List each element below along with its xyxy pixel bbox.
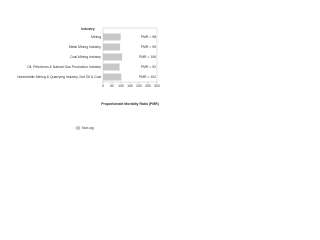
value-label: PMR = 95 (141, 45, 156, 49)
x-tick-label: 50 (110, 84, 114, 88)
category-header: Industry (81, 27, 94, 31)
value-label: PMR = 102 (139, 75, 156, 79)
bar (103, 53, 123, 61)
x-tick-label: 250 (145, 84, 151, 88)
x-tick-label: 300 (154, 84, 160, 88)
value-label: PMR = 92 (141, 65, 156, 69)
x-axis-label: Proportionate Mortality Ratio (PMR) (101, 102, 158, 106)
y-tick-label: Metal Mining Industry (69, 45, 102, 49)
y-tick-label: Nonmetallic Mining & Quarrying Industry,… (17, 75, 101, 79)
y-tick-label: Mining (91, 35, 101, 39)
legend-swatch (75, 126, 81, 130)
value-label: PMR = 106 (139, 55, 156, 59)
legend-label: Non-sig (82, 126, 94, 130)
y-tick-label: Oil, Petroleum & Natural Gas Production … (27, 65, 101, 69)
x-tick-label: 0 (102, 84, 104, 88)
y-tick-label: Coal Mining Industry (70, 55, 101, 59)
x-tick-label: 150 (127, 84, 133, 88)
bar (103, 73, 122, 81)
value-label: PMR = 98 (141, 35, 156, 39)
x-tick-label: 200 (136, 84, 142, 88)
chart: Industry Proportionate Mortality Ratio (… (17, 27, 160, 130)
bar (103, 43, 121, 51)
x-tick-label: 100 (118, 84, 124, 88)
bar (103, 33, 121, 41)
page: {"chart_data": {"type": "barh", "categor… (0, 0, 162, 135)
bar (103, 63, 120, 71)
